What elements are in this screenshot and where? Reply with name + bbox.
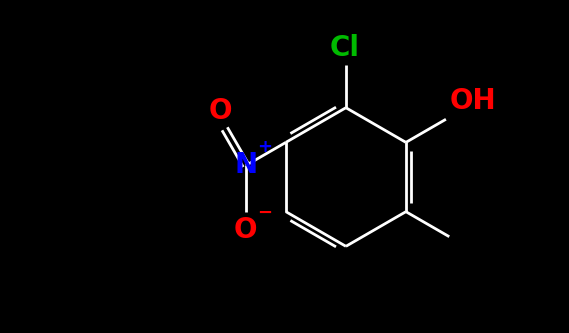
Text: Cl: Cl <box>329 34 360 62</box>
Text: −: − <box>257 204 272 222</box>
Text: +: + <box>257 138 271 156</box>
Text: O: O <box>209 97 233 125</box>
Text: OH: OH <box>450 88 496 116</box>
Text: N: N <box>234 152 257 179</box>
Text: O: O <box>234 215 258 243</box>
